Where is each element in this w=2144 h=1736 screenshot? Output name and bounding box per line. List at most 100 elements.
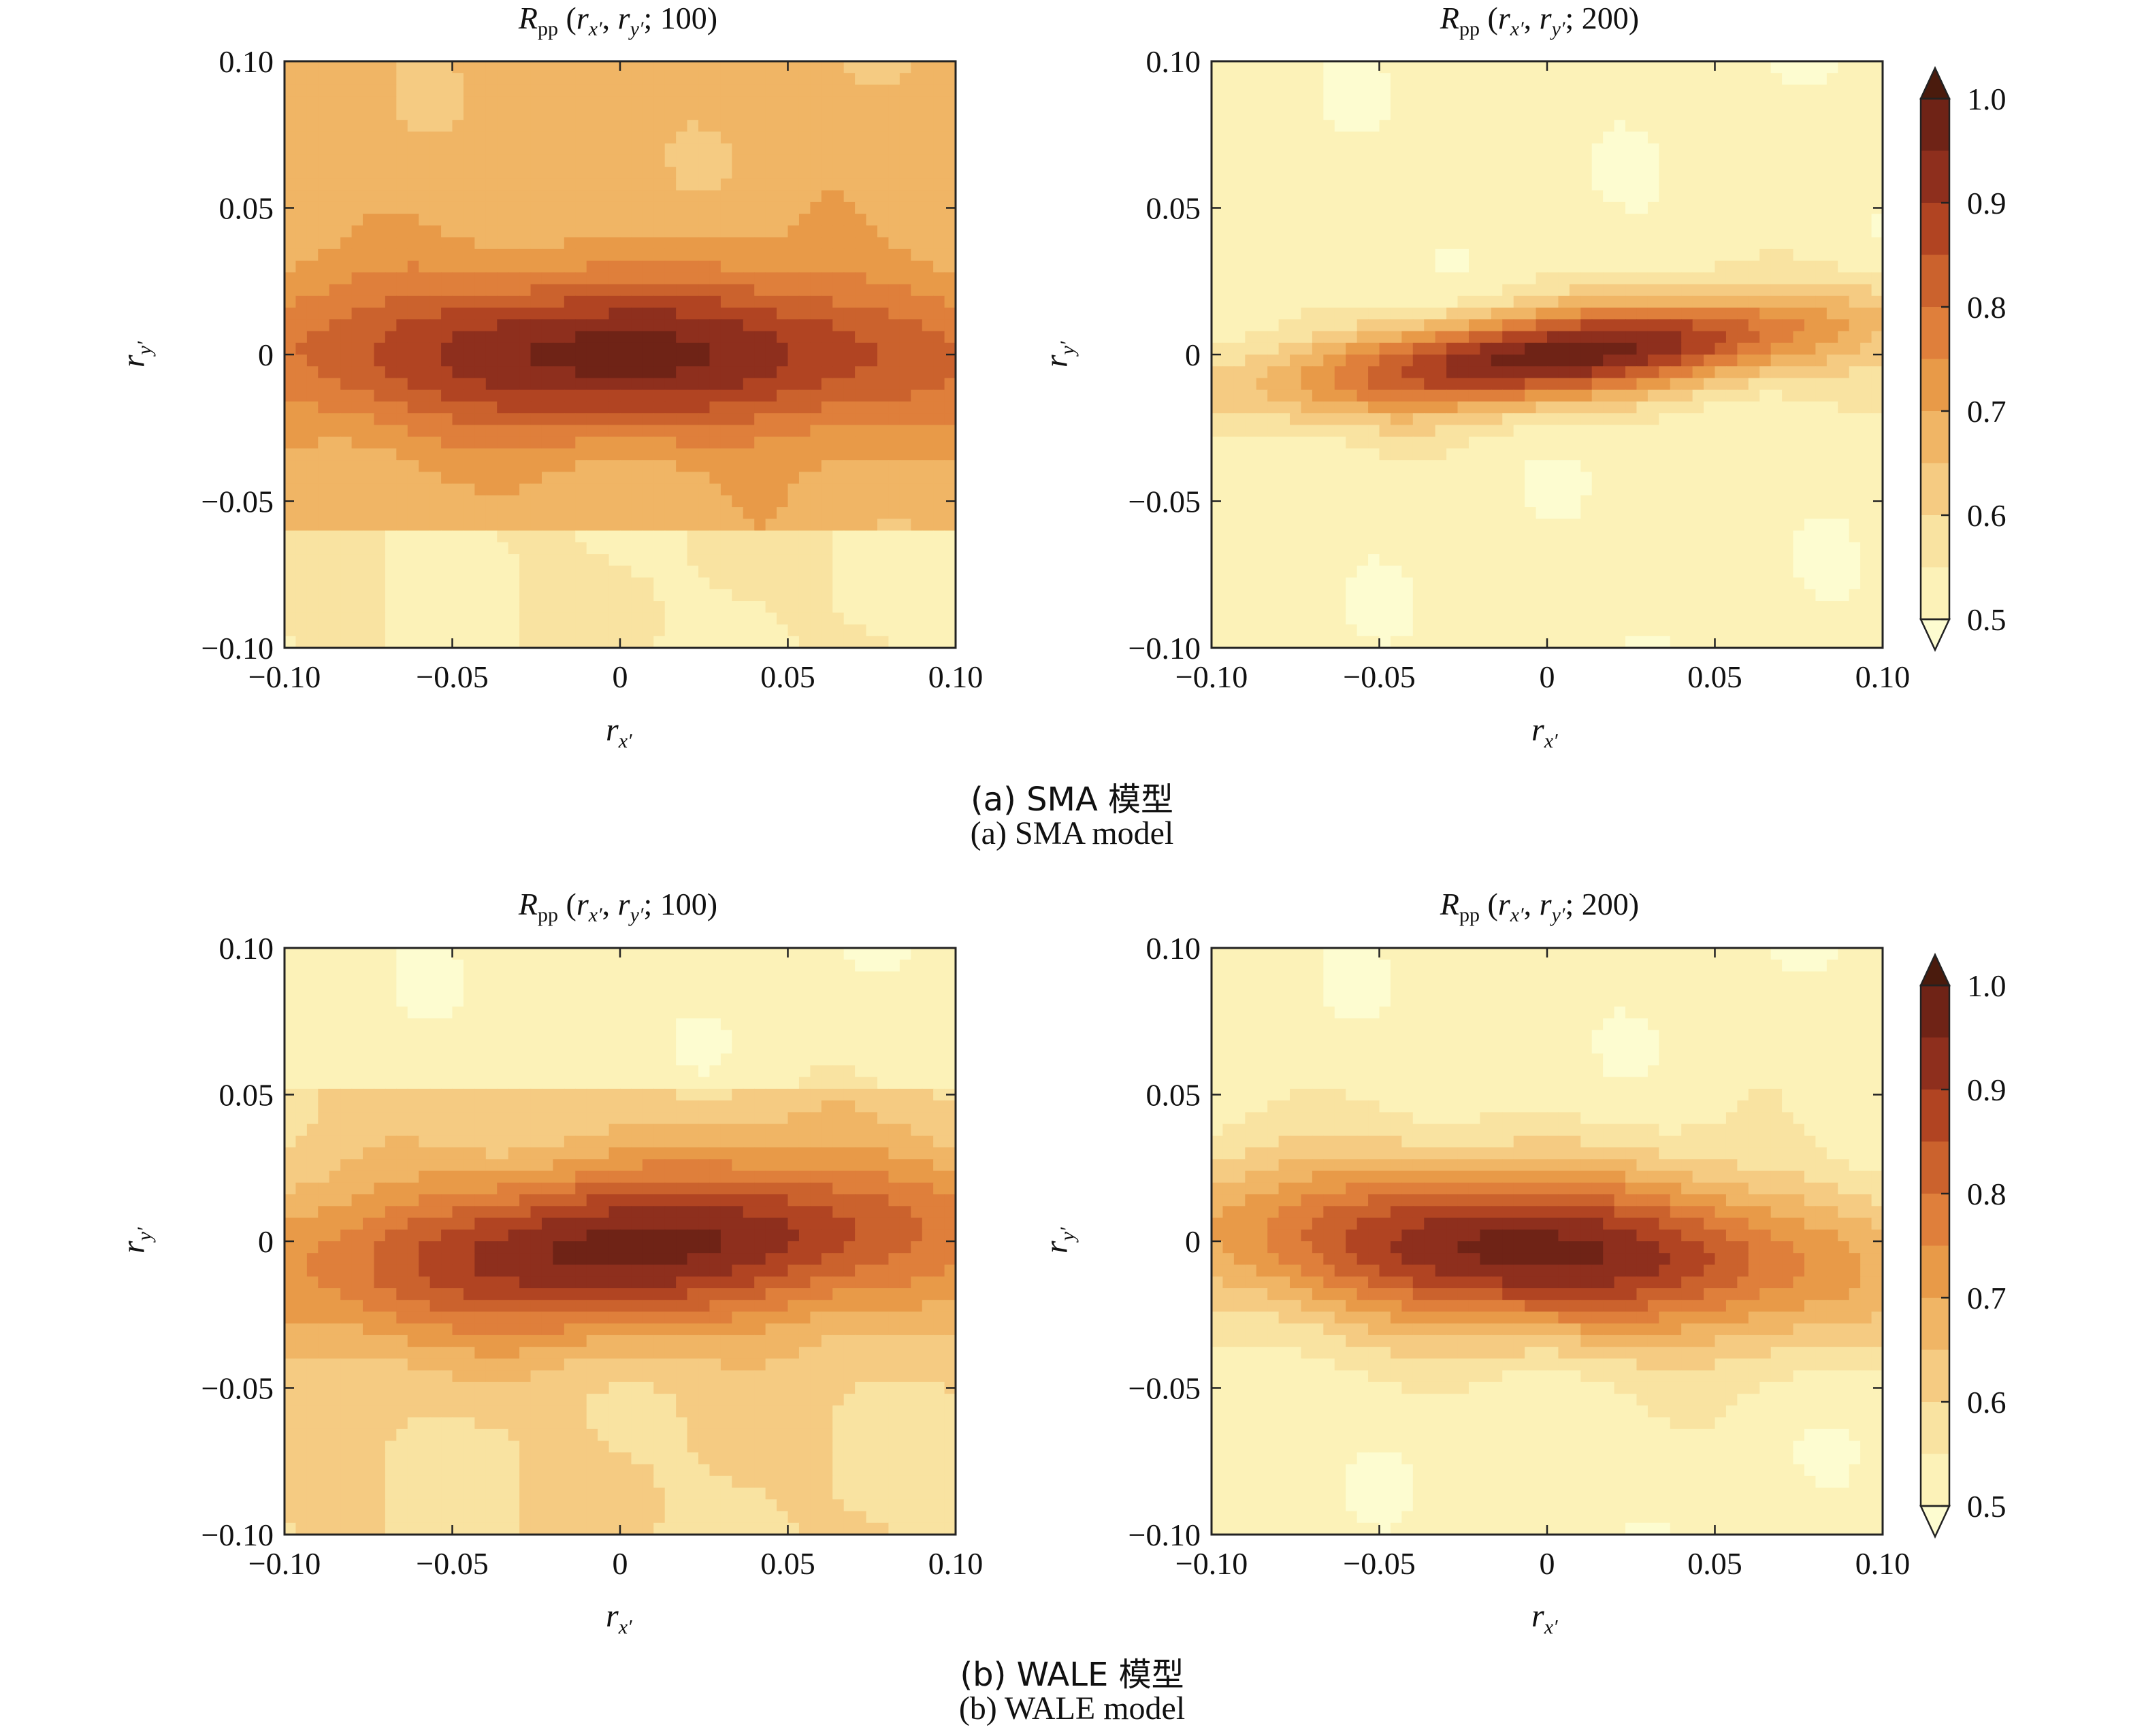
heatmap-cell [933, 308, 945, 320]
heatmap-cell [1558, 261, 1570, 273]
heatmap-cell [1312, 413, 1324, 426]
heatmap-cell [1536, 425, 1548, 438]
heatmap-cell [564, 601, 576, 613]
heatmap-cell [519, 413, 532, 426]
heatmap-cell [687, 108, 699, 120]
heatmap-cell [821, 425, 833, 438]
heatmap-cell [351, 472, 363, 485]
heatmap-cell [1614, 237, 1626, 250]
heatmap-cell [1715, 295, 1727, 308]
heatmap-cell [933, 483, 945, 496]
heatmap-cell [463, 178, 475, 191]
heatmap-cell [541, 495, 553, 508]
heatmap-cell [1547, 237, 1559, 250]
heatmap-cell [855, 308, 867, 320]
heatmap-cell [777, 167, 789, 179]
heatmap-cell [787, 624, 800, 637]
heatmap-cell [1435, 73, 1447, 86]
heatmap-cell [407, 272, 419, 285]
heatmap-cell [843, 96, 856, 109]
heatmap-cell [855, 612, 867, 625]
heatmap-cell [553, 214, 565, 226]
heatmap-cell [810, 542, 822, 555]
heatmap-cell [318, 167, 330, 179]
heatmap-cell [888, 272, 900, 285]
heatmap-cell [586, 566, 598, 578]
heatmap-cell [1536, 214, 1548, 226]
heatmap-cell [653, 554, 666, 566]
heatmap-cell [1737, 319, 1749, 332]
heatmap-cell [1368, 389, 1380, 402]
heatmap-cell [429, 589, 442, 602]
heatmap-cell [777, 190, 789, 203]
heatmap-cell [385, 237, 397, 250]
heatmap-cell [888, 519, 900, 531]
heatmap-cell [1536, 73, 1548, 86]
heatmap-cell [1457, 73, 1469, 86]
heatmap-cell [285, 154, 297, 167]
heatmap-cell [1826, 319, 1838, 332]
heatmap-cell [530, 413, 542, 426]
heatmap-cell [899, 589, 911, 602]
heatmap-cell [1424, 319, 1436, 332]
heatmap-cell [429, 425, 442, 438]
heatmap-cell [1681, 366, 1693, 379]
heatmap-cell [608, 284, 621, 297]
heatmap-cell [922, 366, 934, 379]
heatmap-cell [452, 483, 464, 496]
heatmap-cell [1614, 131, 1626, 144]
heatmap-cell [709, 413, 721, 426]
heatmap-cell [1603, 61, 1615, 73]
heatmap-cell [732, 84, 744, 97]
heatmap-cell [664, 84, 677, 97]
heatmap-cell [1737, 378, 1749, 391]
heatmap-cell [843, 143, 856, 156]
heatmap-cell [1346, 61, 1358, 73]
heatmap-cell [1212, 167, 1224, 179]
heatmap-cell [664, 577, 677, 590]
heatmap-cell [1614, 201, 1626, 214]
heatmap-cell [832, 366, 845, 379]
heatmap-cell [1468, 143, 1480, 156]
heatmap-cell [1838, 225, 1850, 238]
heatmap-cell [810, 389, 822, 402]
heatmap-cell [620, 355, 632, 367]
heatmap-cell [922, 401, 934, 414]
heatmap-cell [922, 190, 934, 203]
heatmap-cell [709, 131, 721, 144]
heatmap-cell [1770, 225, 1783, 238]
heatmap-cell [843, 495, 856, 508]
heatmap-cell [463, 601, 475, 613]
heatmap-cell [732, 61, 744, 73]
heatmap-cell [452, 472, 464, 485]
heatmap-cell [1424, 143, 1436, 156]
heatmap-cell [1357, 61, 1369, 73]
heatmap-cell [1692, 120, 1704, 133]
heatmap-cell [765, 190, 777, 203]
heatmap-cell [843, 178, 856, 191]
heatmap-cell [1491, 237, 1503, 250]
heatmap-cell [519, 84, 532, 97]
heatmap-cell [1468, 237, 1480, 250]
heatmap-cell [888, 237, 900, 250]
heatmap-cell [1480, 143, 1492, 156]
heatmap-cell [1614, 366, 1626, 379]
heatmap-cell [318, 120, 330, 133]
heatmap-cell [653, 331, 666, 344]
heatmap-cell [1468, 413, 1480, 426]
heatmap-cell [1636, 108, 1648, 120]
heatmap-cell [586, 472, 598, 485]
heatmap-cell [385, 519, 397, 531]
heatmap-cell [1267, 378, 1280, 391]
heatmap-cell [441, 483, 453, 496]
heatmap-cell [1793, 295, 1805, 308]
heatmap-cell [318, 366, 330, 379]
heatmap-cell [419, 143, 431, 156]
heatmap-cell [1871, 237, 1883, 250]
heatmap-cell [396, 530, 408, 543]
heatmap-cell [1860, 308, 1872, 320]
heatmap-cell [631, 436, 643, 449]
heatmap-cell [732, 308, 744, 320]
heatmap-cell [653, 483, 666, 496]
heatmap-cell [1670, 378, 1682, 391]
